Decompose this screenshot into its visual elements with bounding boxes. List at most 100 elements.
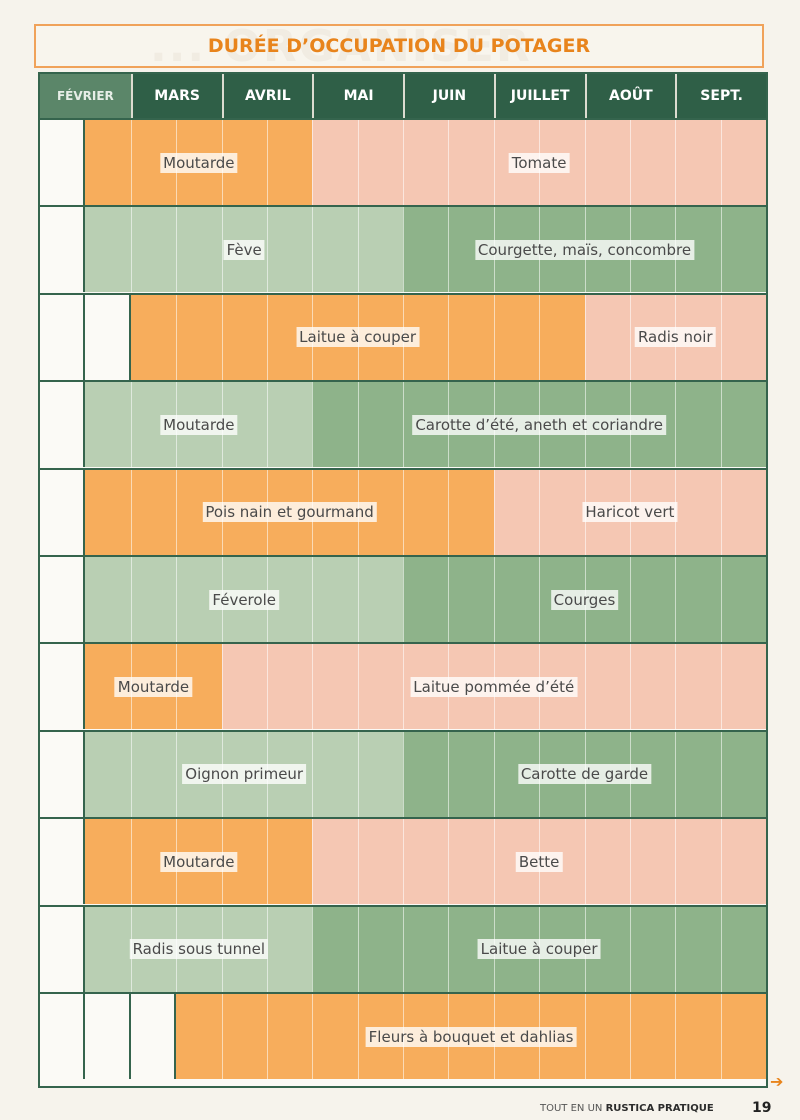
half-month-gridline — [539, 469, 541, 555]
half-month-gridline — [403, 207, 404, 293]
month-header-3: MAI — [312, 74, 403, 118]
half-month-gridline — [720, 906, 722, 992]
half-month-gridline — [720, 382, 722, 468]
half-month-gridline — [448, 469, 450, 555]
month-header-0: FÉVRIER — [40, 74, 131, 118]
half-month-gridline — [448, 819, 450, 905]
month-header-1: MARS — [130, 74, 222, 118]
half-month-gridline — [130, 382, 132, 468]
half-month-gridline — [720, 120, 722, 205]
month-header-4: JUIN — [403, 74, 494, 118]
empty-cell — [85, 994, 131, 1079]
crop-row: Moutarde Bette — [40, 817, 766, 905]
half-month-gridline — [130, 207, 132, 293]
half-month-gridline — [312, 731, 314, 817]
page-number: 19 — [752, 1100, 772, 1116]
half-month-gridline — [176, 207, 178, 293]
empty-cell — [40, 994, 86, 1079]
crop-label: Moutarde — [160, 851, 238, 872]
half-month-gridline — [403, 906, 404, 992]
half-month-gridline — [357, 382, 359, 468]
half-month-gridline — [675, 382, 677, 468]
half-month-gridline — [493, 469, 495, 555]
half-month-gridline — [312, 557, 314, 642]
half-month-gridline — [629, 557, 631, 642]
half-month-gridline — [493, 294, 495, 380]
page-footer: TOUT EN UN RUSTICA PRATIQUE — [540, 1103, 800, 1120]
crop-label: Haricot vert — [582, 502, 678, 523]
half-month-gridline — [493, 120, 495, 205]
month-header-2: AVRIL — [221, 74, 313, 118]
half-month-gridline — [539, 557, 541, 642]
footer-brand: RUSTICA PRATIQUE — [605, 1103, 714, 1114]
empty-cell — [40, 469, 86, 555]
empty-cell — [40, 644, 86, 730]
half-month-gridline — [357, 994, 359, 1079]
crop-label: Féverole — [209, 589, 279, 610]
half-month-gridline — [130, 819, 132, 905]
crop-label: Carotte de garde — [517, 764, 652, 785]
half-month-gridline — [584, 644, 586, 730]
half-month-gridline — [720, 557, 722, 642]
crop-label: Moutarde — [160, 414, 238, 435]
crop-row: Fleurs à bouquet et dahlias — [40, 992, 766, 1079]
crop-label: Moutarde — [114, 676, 193, 697]
empty-cell — [40, 207, 86, 293]
half-month-gridline — [357, 819, 359, 905]
half-month-gridline — [675, 906, 677, 992]
half-month-gridline — [493, 557, 495, 642]
half-month-gridline — [720, 731, 722, 817]
half-month-gridline — [266, 644, 268, 730]
half-month-gridline — [584, 294, 586, 380]
half-month-gridline — [629, 906, 631, 992]
half-month-gridline — [448, 120, 450, 205]
half-month-gridline — [266, 120, 268, 205]
half-month-gridline — [675, 120, 677, 205]
half-month-gridline — [312, 994, 314, 1079]
empty-cell — [130, 994, 177, 1079]
half-month-gridline — [720, 469, 722, 555]
crop-row: Pois nain et gourmand Haricot vert — [40, 467, 766, 555]
crop-label: Courgette, maïs, concombre — [474, 239, 695, 260]
crop-row: Moutarde Tomate — [40, 118, 766, 205]
month-header-5: JUILLET — [493, 74, 585, 118]
crop-label: Pois nain et gourmand — [202, 502, 377, 523]
crop-label: Courges — [550, 589, 619, 610]
half-month-gridline — [312, 906, 314, 992]
empty-cell — [40, 294, 86, 380]
half-month-gridline — [403, 120, 404, 205]
half-month-gridline — [357, 557, 359, 642]
half-month-gridline — [584, 120, 586, 205]
half-month-gridline — [539, 294, 541, 380]
half-month-gridline — [357, 644, 359, 730]
half-month-gridline — [221, 994, 223, 1079]
crop-label: Laitue pommée d’été — [410, 676, 578, 697]
half-month-gridline — [357, 120, 359, 205]
half-month-gridline — [403, 557, 404, 642]
crop-row: Moutarde Carotte d’été, aneth et coriandr… — [40, 380, 766, 468]
empty-cell — [40, 557, 86, 642]
crop-row: Moutarde Laitue pommée d’été — [40, 642, 766, 730]
half-month-gridline — [720, 644, 722, 730]
occupation-table: FÉVRIER MARS AVRIL MAI JUIN JUILLET AOÛT SEPT. … — [38, 72, 768, 1088]
half-month-gridline — [584, 994, 586, 1079]
empty-cell — [40, 731, 86, 817]
half-month-gridline — [448, 557, 450, 642]
empty-cell — [40, 382, 86, 468]
half-month-gridline — [720, 294, 722, 380]
half-month-gridline — [629, 819, 631, 905]
half-month-gridline — [720, 994, 722, 1079]
crop-label: Laitue à couper — [296, 327, 420, 348]
crop-label: Fève — [223, 239, 265, 260]
half-month-gridline — [720, 819, 722, 905]
half-month-gridline — [493, 819, 495, 905]
half-month-gridline — [493, 731, 495, 817]
crop-label: Moutarde — [160, 152, 238, 173]
crop-row: Radis sous tunnel Laitue à couper — [40, 904, 766, 992]
half-month-gridline — [312, 644, 314, 730]
half-month-gridline — [629, 294, 631, 380]
month-header-6: AOÛT — [584, 74, 676, 118]
half-month-gridline — [312, 382, 314, 468]
half-month-gridline — [266, 294, 268, 380]
footer-prefix: TOUT EN UN — [540, 1103, 603, 1114]
